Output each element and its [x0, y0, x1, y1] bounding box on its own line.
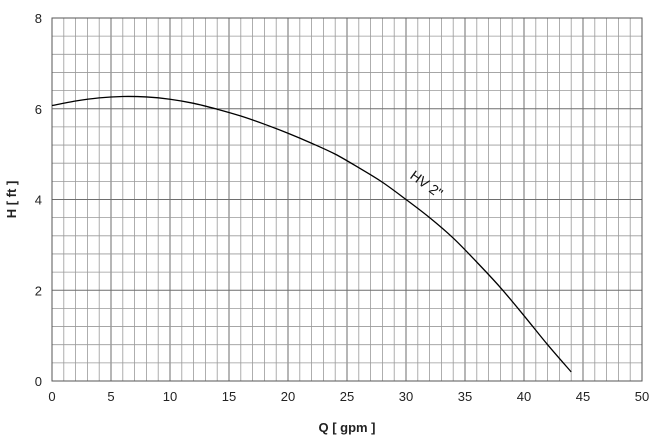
y-axis-title: H [ ft ]: [4, 181, 19, 219]
x-tick-label: 35: [458, 389, 472, 404]
x-tick-label: 15: [222, 389, 236, 404]
series-label-hv2: HV 2": [407, 167, 446, 201]
y-tick-label: 8: [35, 11, 42, 26]
x-tick-label: 45: [576, 389, 590, 404]
x-tick-label: 10: [163, 389, 177, 404]
grid: [52, 18, 642, 381]
y-tick-label: 0: [35, 374, 42, 389]
x-tick-label: 30: [399, 389, 413, 404]
y-tick-label: 2: [35, 283, 42, 298]
x-tick-labels: 0 5 10 15 20 25 30 35 40 45 50: [48, 389, 649, 404]
y-tick-labels: 0 2 4 6 8: [35, 11, 42, 389]
x-tick-label: 0: [48, 389, 55, 404]
x-tick-label: 5: [107, 389, 114, 404]
x-axis-title: Q [ gpm ]: [318, 420, 375, 435]
x-tick-label: 25: [340, 389, 354, 404]
series-line-hv2: [51, 95, 572, 373]
y-tick-label: 4: [35, 193, 42, 208]
x-tick-label: 50: [635, 389, 649, 404]
plot-frame: [51, 17, 643, 382]
y-tick-label: 6: [35, 102, 42, 117]
x-tick-label: 40: [517, 389, 531, 404]
x-tick-label: 20: [281, 389, 295, 404]
